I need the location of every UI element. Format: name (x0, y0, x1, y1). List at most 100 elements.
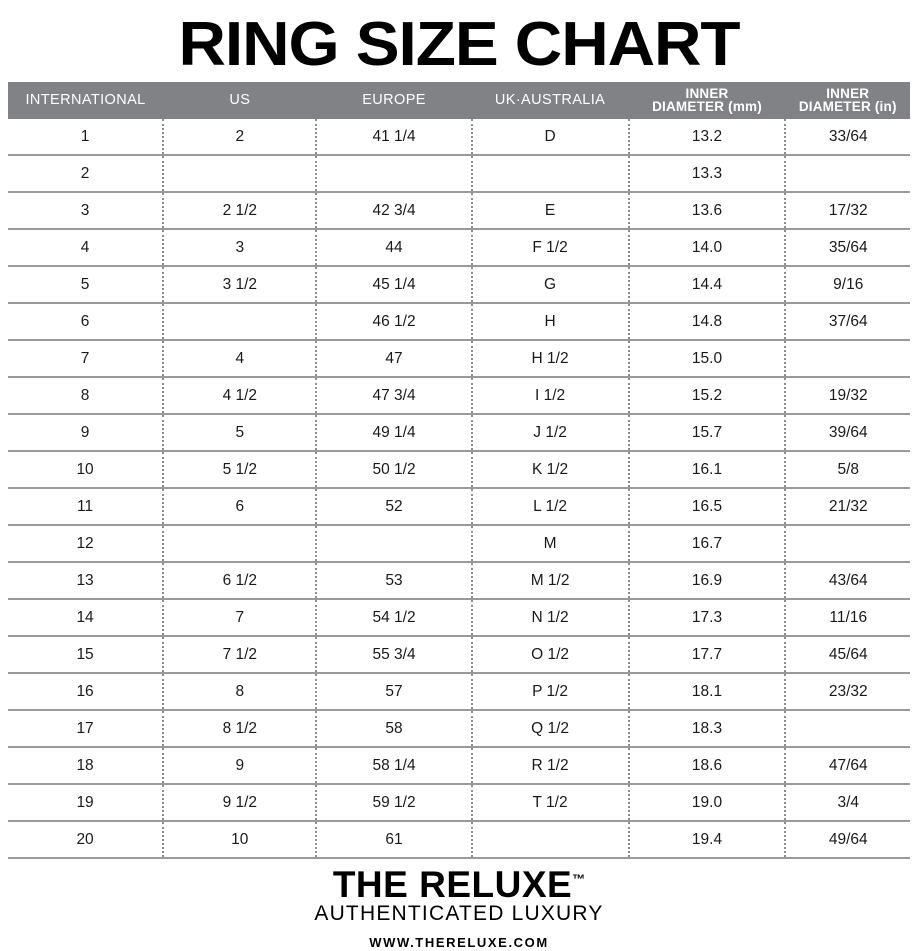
table-row: 4 3 44 F 1/2 14.0 35/64 (8, 229, 910, 267)
brand-footer: THE RELUXE™ AUTHENTICATED LUXURY WWW.THE… (0, 859, 918, 951)
cell-inner_diameter_in: 35/64 (785, 229, 910, 267)
cell-europe: 49 1/4 (316, 414, 473, 452)
cell-inner_diameter_mm: 14.8 (628, 303, 787, 341)
cell-us: 6 (163, 488, 318, 526)
cell-us: 3 (163, 229, 318, 267)
cell-international: 2 (8, 155, 165, 193)
cell-uk_australia: Q 1/2 (471, 710, 630, 748)
cell-uk_australia: D (471, 119, 630, 156)
table-row: 14 7 54 1/2 N 1/2 17.3 11/16 (8, 599, 910, 637)
cell-international: 20 (8, 821, 165, 859)
cell-international: 7 (8, 340, 165, 378)
cell-inner_diameter_in (785, 340, 910, 378)
table-row: 9 5 49 1/4 J 1/2 15.7 39/64 (8, 414, 910, 452)
cell-uk_australia: P 1/2 (471, 673, 630, 711)
cell-europe: 41 1/4 (316, 119, 473, 156)
cell-us: 4 (163, 340, 318, 378)
cell-inner_diameter_mm: 13.2 (628, 119, 787, 156)
cell-uk_australia: I 1/2 (471, 377, 630, 415)
cell-us: 8 (163, 673, 318, 711)
cell-inner_diameter_mm: 15.7 (628, 414, 787, 452)
cell-europe: 52 (316, 488, 473, 526)
cell-inner_diameter_mm: 19.4 (628, 821, 787, 859)
cell-europe: 44 (316, 229, 473, 267)
cell-inner_diameter_in: 47/64 (785, 747, 910, 785)
table-row: 1 2 41 1/4 D 13.2 33/64 (8, 119, 910, 156)
cell-inner_diameter_in (785, 525, 910, 563)
cell-inner_diameter_in: 43/64 (785, 562, 910, 600)
table-row: 17 8 1/2 58 Q 1/2 18.3 (8, 710, 910, 748)
cell-us: 7 (163, 599, 318, 637)
cell-inner_diameter_mm: 13.3 (628, 155, 787, 193)
table-row: 12 M 16.7 (8, 525, 910, 563)
cell-inner_diameter_mm: 18.6 (628, 747, 787, 785)
cell-europe: 55 3/4 (316, 636, 473, 674)
column-header-international: INTERNATIONAL (8, 82, 164, 119)
cell-europe: 50 1/2 (316, 451, 473, 489)
column-header-uk-australia: UK·AUSTRALIA (471, 82, 629, 119)
table-row: 16 8 57 P 1/2 18.1 23/32 (8, 673, 910, 711)
cell-europe: 47 (316, 340, 473, 378)
cell-inner_diameter_mm: 15.0 (628, 340, 787, 378)
cell-inner_diameter_in: 39/64 (785, 414, 910, 452)
cell-us (163, 303, 318, 341)
brand-url[interactable]: WWW.THERELUXE.COM (369, 935, 549, 950)
cell-international: 4 (8, 229, 165, 267)
cell-inner_diameter_mm: 14.4 (628, 266, 787, 304)
table-body: 1 2 41 1/4 D 13.2 33/64 2 13.3 3 2 1/2 42 3/4 E 13.6… (8, 119, 910, 859)
brand-name-text: THE RELUXE (332, 864, 573, 905)
table-row: 13 6 1/2 53 M 1/2 16.9 43/64 (8, 562, 910, 600)
size-chart-container: INTERNATIONAL US EUROPE UK·AUSTRALIA INN… (0, 82, 918, 859)
cell-international: 3 (8, 192, 165, 230)
cell-us: 2 (163, 119, 318, 156)
table-row: 18 9 58 1/4 R 1/2 18.6 47/64 (8, 747, 910, 785)
cell-inner_diameter_in: 9/16 (785, 266, 910, 304)
ring-size-table: INTERNATIONAL US EUROPE UK·AUSTRALIA INN… (8, 82, 910, 859)
cell-inner_diameter_mm: 14.0 (628, 229, 787, 267)
cell-europe: 54 1/2 (316, 599, 473, 637)
cell-us: 5 (163, 414, 318, 452)
cell-us: 6 1/2 (163, 562, 318, 600)
table-row: 19 9 1/2 59 1/2 T 1/2 19.0 3/4 (8, 784, 910, 822)
brand-name: THE RELUXE™ (333, 866, 585, 904)
cell-europe: 46 1/2 (316, 303, 473, 341)
cell-europe (316, 155, 473, 193)
table-header: INTERNATIONAL US EUROPE UK·AUSTRALIA INN… (8, 82, 910, 119)
cell-international: 13 (8, 562, 165, 600)
cell-uk_australia: M 1/2 (471, 562, 630, 600)
cell-us: 4 1/2 (163, 377, 318, 415)
cell-europe: 47 3/4 (316, 377, 473, 415)
cell-international: 12 (8, 525, 165, 563)
table-header-row: INTERNATIONAL US EUROPE UK·AUSTRALIA INN… (8, 82, 910, 119)
table-row: 11 6 52 L 1/2 16.5 21/32 (8, 488, 910, 526)
cell-international: 5 (8, 266, 165, 304)
cell-uk_australia: M (471, 525, 630, 563)
cell-uk_australia (471, 155, 630, 193)
column-header-us: US (163, 82, 317, 119)
cell-inner_diameter_mm: 18.3 (628, 710, 787, 748)
cell-inner_diameter_mm: 17.3 (628, 599, 787, 637)
cell-inner_diameter_in: 37/64 (785, 303, 910, 341)
cell-inner_diameter_in: 21/32 (785, 488, 910, 526)
table-row: 10 5 1/2 50 1/2 K 1/2 16.1 5/8 (8, 451, 910, 489)
cell-us: 9 (163, 747, 318, 785)
cell-inner_diameter_mm: 17.7 (628, 636, 787, 674)
trademark-symbol: ™ (572, 871, 586, 887)
cell-europe: 58 (316, 710, 473, 748)
cell-international: 16 (8, 673, 165, 711)
cell-international: 11 (8, 488, 165, 526)
cell-inner_diameter_in: 17/32 (785, 192, 910, 230)
brand-tagline: AUTHENTICATED LUXURY (314, 902, 604, 925)
cell-uk_australia: H 1/2 (471, 340, 630, 378)
cell-us: 8 1/2 (163, 710, 318, 748)
cell-europe (316, 525, 473, 563)
cell-inner_diameter_in: 45/64 (785, 636, 910, 674)
column-header-inner-diameter-in: INNER DIAMETER (in) (785, 82, 910, 119)
table-row: 2 13.3 (8, 155, 910, 193)
cell-europe: 42 3/4 (316, 192, 473, 230)
cell-inner_diameter_mm: 15.2 (628, 377, 787, 415)
cell-inner_diameter_in: 23/32 (785, 673, 910, 711)
cell-international: 14 (8, 599, 165, 637)
cell-inner_diameter_in: 49/64 (785, 821, 910, 859)
